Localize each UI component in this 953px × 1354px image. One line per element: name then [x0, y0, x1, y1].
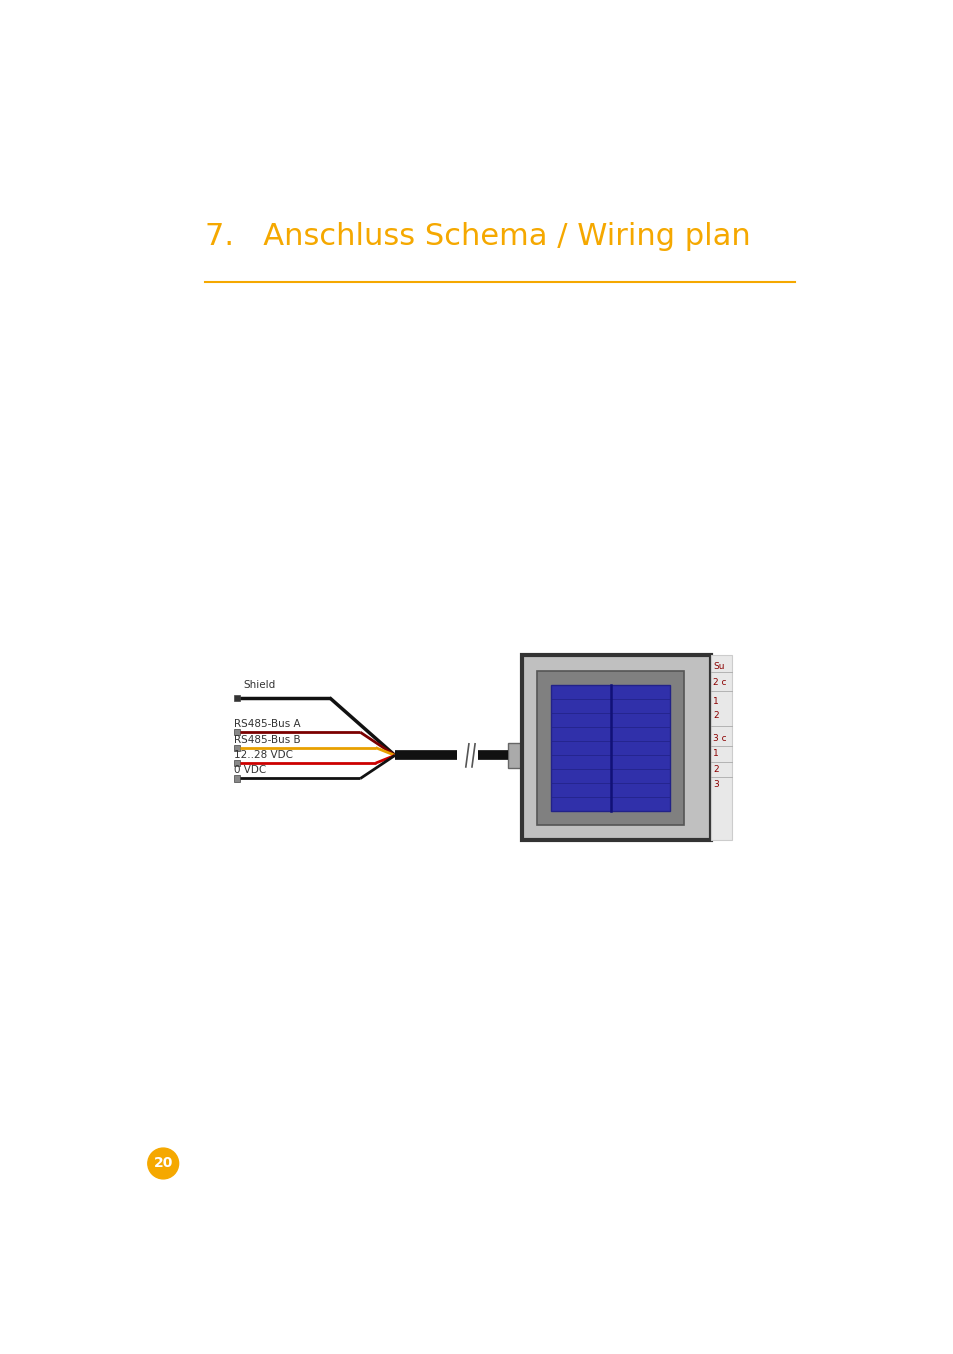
Text: 2: 2	[712, 711, 718, 720]
Text: Su: Su	[712, 662, 723, 672]
Text: 1: 1	[712, 697, 718, 705]
Circle shape	[148, 1148, 178, 1179]
Text: 20: 20	[153, 1156, 172, 1170]
Bar	[233, 776, 240, 781]
Bar	[710, 655, 732, 839]
Text: Shield: Shield	[243, 680, 275, 691]
Text: 7.   Anschluss Schema / Wiring plan: 7. Anschluss Schema / Wiring plan	[205, 222, 750, 250]
Text: 2 c: 2 c	[712, 678, 726, 686]
Bar	[521, 655, 710, 839]
Text: 12..28 VDC: 12..28 VDC	[233, 750, 293, 760]
Text: 3: 3	[712, 780, 718, 789]
Bar	[233, 745, 240, 750]
Bar	[233, 730, 240, 735]
Text: 2: 2	[712, 765, 718, 773]
Text: 0 VDC: 0 VDC	[233, 765, 266, 776]
Bar	[537, 670, 683, 825]
Bar	[233, 760, 240, 766]
Text: RS485-Bus A: RS485-Bus A	[233, 719, 300, 730]
Text: 3 c: 3 c	[712, 734, 726, 743]
Text: 1: 1	[712, 749, 718, 758]
Text: RS485-Bus B: RS485-Bus B	[233, 735, 300, 745]
Bar	[233, 695, 240, 701]
Bar	[551, 685, 669, 811]
Bar	[508, 743, 521, 768]
